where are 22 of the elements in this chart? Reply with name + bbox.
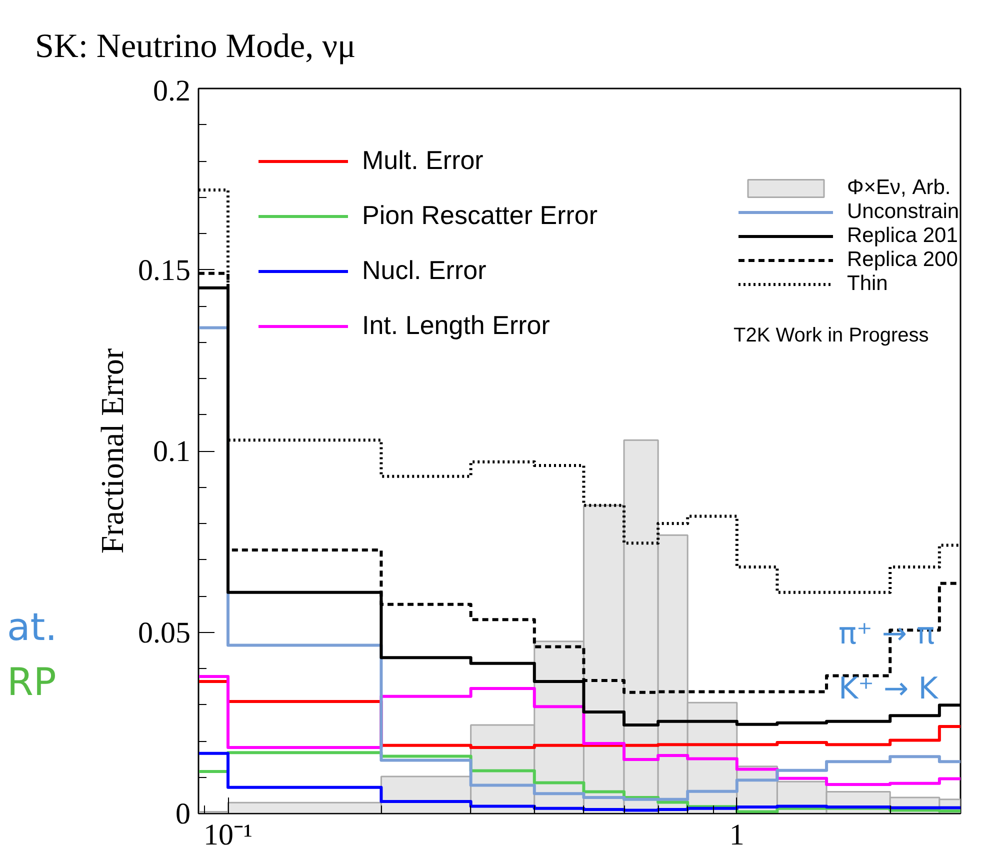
y-tick-label: 0.2 [153, 74, 190, 108]
annotation: T2K Work in Progress [734, 324, 929, 346]
y-tick-label: 0 [176, 798, 190, 830]
legend-label: Int. Length Error [362, 310, 550, 341]
chart-title: SK: Neutrino Mode, νμ [35, 27, 356, 67]
text: at. [7, 604, 58, 651]
legend-label: Mult. Error [362, 145, 484, 176]
y-tick-label: 0.05 [138, 616, 190, 650]
legend-label: Φ×Eν, Arb. [847, 176, 951, 200]
y-tick-label: 0.1 [153, 435, 190, 468]
annotation: K⁺ → K [838, 672, 940, 706]
legend-label: Replica 201 [847, 224, 958, 248]
x-tick-label: 1 [729, 818, 744, 852]
legend-label: Nucl. Error [362, 255, 486, 286]
legend-label: Thin [847, 272, 888, 296]
x-tick-label: 10⁻¹ [204, 818, 253, 852]
text: RP [7, 659, 56, 706]
legend-label: Replica 200 [847, 248, 958, 272]
y-axis-title: Fractional Error [94, 348, 130, 554]
y-tick-label: 0.15 [138, 254, 190, 287]
legend-label: Unconstrain [847, 200, 960, 224]
legend-label: Pion Rescatter Error [362, 200, 598, 231]
